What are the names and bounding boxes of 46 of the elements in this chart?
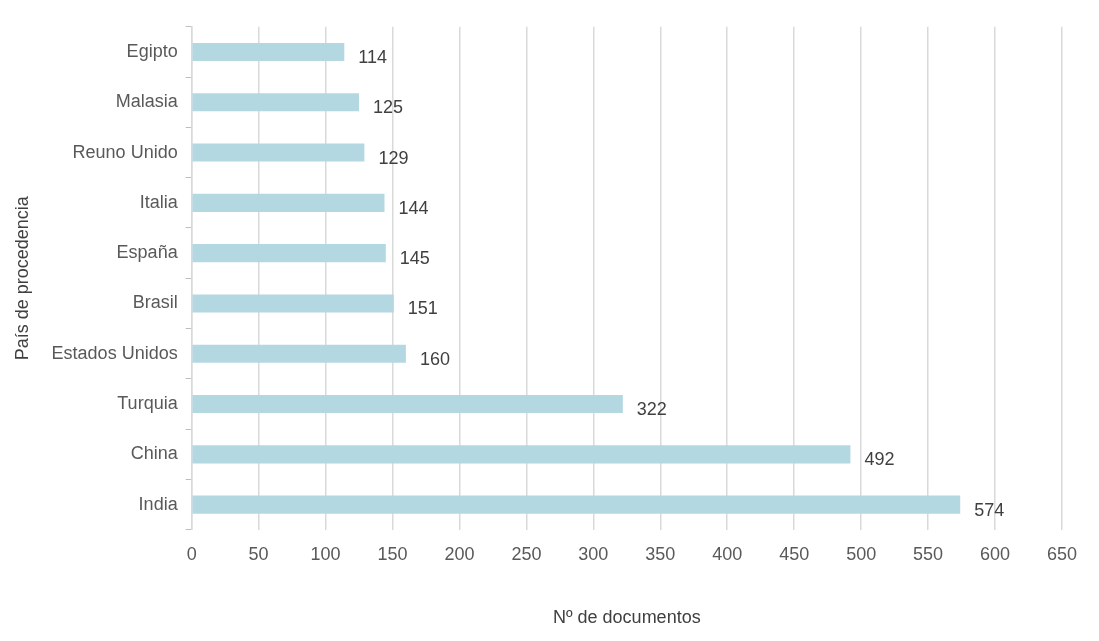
- x-tick-label: 0: [186, 543, 197, 564]
- x-tick-label: 200: [444, 543, 475, 564]
- data-label: 160: [419, 348, 450, 369]
- data-label: 145: [399, 248, 430, 269]
- y-tick-label: Italia: [139, 191, 179, 212]
- data-label: 151: [407, 298, 438, 319]
- bar: [192, 344, 406, 363]
- y-tick-label: Brasil: [132, 292, 178, 313]
- data-label: 322: [636, 399, 667, 420]
- x-tick-label: 50: [248, 543, 269, 564]
- data-label: 129: [378, 147, 409, 168]
- bar: [192, 244, 386, 263]
- x-tick-label: 600: [980, 543, 1011, 564]
- y-tick-label: Estados Unidos: [51, 342, 178, 363]
- y-tick-label: China: [130, 443, 179, 464]
- bar: [192, 193, 385, 212]
- y-tick-label: India: [138, 493, 179, 514]
- bar: [192, 294, 394, 313]
- bar: [192, 93, 360, 112]
- x-tick-label: 450: [779, 543, 810, 564]
- x-tick-label: 250: [511, 543, 542, 564]
- bar: [192, 42, 345, 61]
- bar: [192, 445, 851, 464]
- bar: [192, 143, 365, 162]
- x-tick-label: 400: [712, 543, 743, 564]
- x-tick-label: 500: [846, 543, 877, 564]
- data-label: 125: [373, 97, 404, 118]
- y-tick-label: Malasia: [115, 91, 179, 112]
- x-tick-label: 300: [578, 543, 609, 564]
- data-label: 492: [864, 449, 895, 470]
- y-tick-label: España: [116, 242, 179, 263]
- x-tick-label: 550: [913, 543, 944, 564]
- data-label: 114: [358, 46, 388, 67]
- data-label: 574: [974, 499, 1005, 520]
- y-tick-label: Reuno Unido: [72, 141, 178, 162]
- y-tick-label: Egipto: [126, 40, 178, 61]
- bar: [192, 495, 961, 514]
- x-axis-title: Nº de documentos: [553, 607, 701, 628]
- x-tick-label: 650: [1046, 543, 1078, 564]
- y-axis-title: País de procedencia: [11, 195, 32, 361]
- y-tick-label: Turquia: [117, 393, 179, 414]
- data-label: 144: [398, 197, 429, 218]
- bar: [192, 395, 623, 414]
- x-tick-label: 150: [377, 543, 408, 564]
- x-tick-label: 100: [310, 543, 341, 564]
- x-tick-label: 350: [645, 543, 676, 564]
